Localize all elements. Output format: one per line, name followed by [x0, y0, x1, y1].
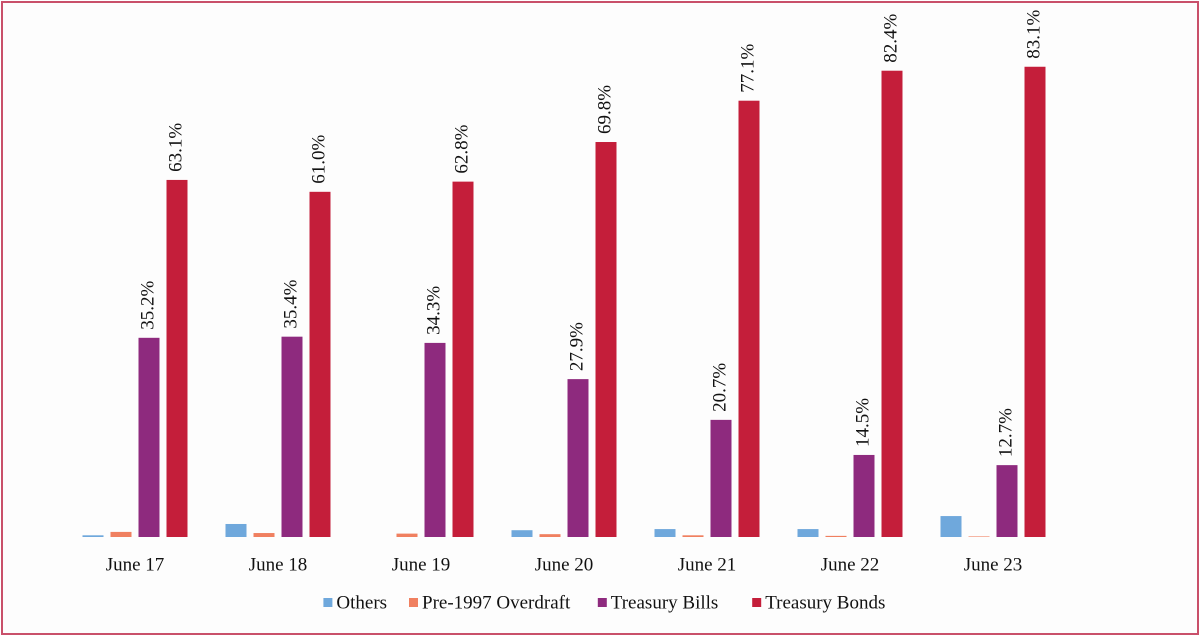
- bar: [682, 535, 704, 537]
- legend-label: Treasury Bonds: [765, 592, 885, 613]
- value-label: 12.7%: [995, 408, 1016, 457]
- bar: [452, 181, 474, 537]
- legend-swatch: [409, 598, 418, 607]
- bar: [940, 516, 962, 537]
- legend-swatch: [323, 598, 333, 607]
- bar: [567, 379, 589, 537]
- value-label: 62.8%: [451, 124, 472, 173]
- bar: [797, 529, 819, 537]
- value-label: 82.4%: [880, 13, 901, 62]
- bar: [253, 533, 275, 537]
- bar: [281, 336, 303, 537]
- bar: [825, 535, 847, 537]
- bar: [539, 534, 561, 537]
- value-label: 14.5%: [852, 398, 873, 447]
- legend-label: Pre-1997 Overdraft: [422, 592, 571, 613]
- legend-swatch: [597, 598, 607, 607]
- bar: [1024, 66, 1046, 537]
- bar: [968, 536, 990, 537]
- bar: [225, 523, 247, 537]
- bar: [396, 533, 418, 537]
- bar: [881, 70, 903, 537]
- x-tick-label: June 19: [392, 554, 451, 575]
- value-label: 27.9%: [566, 322, 587, 371]
- bar: [511, 530, 533, 537]
- legend-swatch: [752, 598, 762, 607]
- value-label: 77.1%: [737, 43, 758, 92]
- value-label: 20.7%: [709, 363, 730, 412]
- bar: [166, 179, 188, 538]
- bar: [853, 454, 875, 537]
- value-label: 63.1%: [165, 123, 186, 172]
- x-tick-label: June 18: [249, 554, 308, 575]
- bar: [110, 531, 132, 537]
- bar: [138, 337, 160, 537]
- x-tick-label: June 17: [106, 554, 165, 575]
- bar: [595, 142, 617, 538]
- bar: [654, 529, 676, 537]
- x-tick-label: June 22: [821, 554, 880, 575]
- bar: [996, 465, 1018, 537]
- value-label: 34.3%: [423, 286, 444, 335]
- bar: [309, 191, 331, 537]
- bar: [710, 419, 732, 537]
- value-label: 69.8%: [594, 85, 615, 134]
- value-label: 35.2%: [137, 281, 158, 330]
- x-tick-label: June 20: [535, 554, 594, 575]
- bar: [82, 535, 104, 537]
- value-label: 61.0%: [308, 135, 329, 184]
- legend-label: Treasury Bills: [611, 592, 719, 613]
- x-tick-label: June 23: [964, 554, 1023, 575]
- value-label: 35.4%: [280, 279, 301, 328]
- value-label: 83.1%: [1023, 10, 1044, 59]
- bar: [738, 100, 760, 537]
- x-tick-label: June 21: [678, 554, 737, 575]
- bar: [424, 342, 446, 537]
- legend-label: Others: [336, 592, 387, 613]
